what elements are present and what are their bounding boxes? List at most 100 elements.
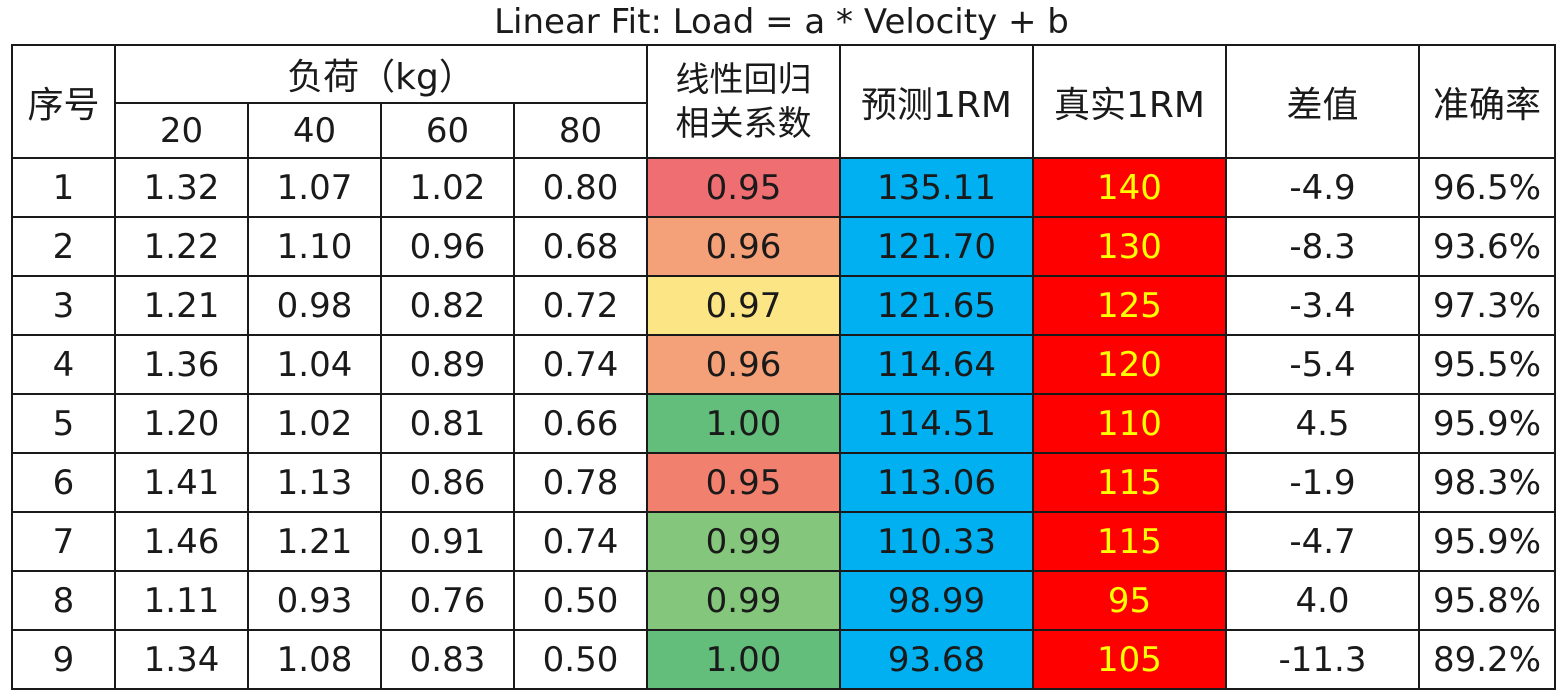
velocity-80-cell: 0.50 [513, 629, 648, 690]
velocity-40-cell: 1.07 [247, 157, 382, 218]
velocity-40-cell: 0.98 [247, 275, 382, 336]
table-row: 9 1.34 1.08 0.83 0.50 1.00 93.68 105 -11.3 89.2% [11, 629, 1556, 690]
table-row: 6 1.41 1.13 0.86 0.78 0.95 113.06 115 -1.9 98.3% [11, 452, 1556, 513]
difference-cell: -1.9 [1225, 452, 1420, 513]
accuracy-cell: 98.3% [1418, 452, 1556, 513]
index-header: 序号 [11, 44, 116, 159]
predicted-1rm-cell: 121.65 [839, 275, 1034, 336]
velocity-80-cell: 0.78 [513, 452, 648, 513]
predicted-1rm-cell: 114.64 [839, 334, 1034, 395]
accuracy-cell: 97.3% [1418, 275, 1556, 336]
table-row: 1 1.32 1.07 1.02 0.80 0.95 135.11 140 -4.9 96.5% [11, 157, 1556, 218]
accuracy-cell: 96.5% [1418, 157, 1556, 218]
correlation-cell: 0.95 [646, 452, 841, 513]
accuracy-cell: 95.9% [1418, 393, 1556, 454]
velocity-20-cell: 1.11 [114, 570, 249, 631]
velocity-80-cell: 0.74 [513, 334, 648, 395]
actual-1rm-cell: 115 [1032, 511, 1227, 572]
velocity-20-cell: 1.46 [114, 511, 249, 572]
velocity-80-cell: 0.72 [513, 275, 648, 336]
actual-1rm-cell: 115 [1032, 452, 1227, 513]
header-row-1: 序号 负荷（kg） 线性回归 相关系数 预测1RM 真实1RM 差值 准确率 [11, 44, 1556, 159]
index-cell: 9 [11, 629, 116, 690]
velocity-40-cell: 1.13 [247, 452, 382, 513]
velocity-60-cell: 0.86 [380, 452, 515, 513]
load-header-60: 60 [380, 102, 515, 159]
accuracy-cell: 93.6% [1418, 216, 1556, 277]
accuracy-header: 准确率 [1418, 44, 1556, 159]
predicted-1rm-cell: 135.11 [839, 157, 1034, 218]
correlation-cell: 0.99 [646, 511, 841, 572]
table-row: 3 1.21 0.98 0.82 0.72 0.97 121.65 125 -3.4 97.3% [11, 275, 1556, 336]
accuracy-cell: 89.2% [1418, 629, 1556, 690]
index-cell: 7 [11, 511, 116, 572]
velocity-60-cell: 1.02 [380, 157, 515, 218]
velocity-20-cell: 1.32 [114, 157, 249, 218]
predicted-1rm-cell: 114.51 [839, 393, 1034, 454]
predicted-1rm-cell: 110.33 [839, 511, 1034, 572]
index-cell: 6 [11, 452, 116, 513]
index-cell: 8 [11, 570, 116, 631]
velocity-60-cell: 0.82 [380, 275, 515, 336]
velocity-80-cell: 0.66 [513, 393, 648, 454]
velocity-40-cell: 1.21 [247, 511, 382, 572]
difference-header: 差值 [1225, 44, 1420, 159]
load-group-header: 负荷（kg） [114, 44, 648, 104]
index-cell: 5 [11, 393, 116, 454]
predicted-1rm-header: 预测1RM [839, 44, 1034, 159]
table-row: 8 1.11 0.93 0.76 0.50 0.99 98.99 95 4.0 95.8% [11, 570, 1556, 631]
accuracy-cell: 95.5% [1418, 334, 1556, 395]
index-cell: 2 [11, 216, 116, 277]
difference-cell: -8.3 [1225, 216, 1420, 277]
velocity-20-cell: 1.20 [114, 393, 249, 454]
index-cell: 1 [11, 157, 116, 218]
table-row: 4 1.36 1.04 0.89 0.74 0.96 114.64 120 -5.4 95.5% [11, 334, 1556, 395]
velocity-60-cell: 0.81 [380, 393, 515, 454]
actual-1rm-cell: 105 [1032, 629, 1227, 690]
velocity-60-cell: 0.96 [380, 216, 515, 277]
actual-1rm-cell: 130 [1032, 216, 1227, 277]
actual-1rm-cell: 110 [1032, 393, 1227, 454]
velocity-80-cell: 0.68 [513, 216, 648, 277]
velocity-60-cell: 0.89 [380, 334, 515, 395]
difference-cell: 4.5 [1225, 393, 1420, 454]
header-row-2: 20 40 60 80 [12, 102, 1555, 159]
velocity-40-cell: 1.10 [247, 216, 382, 277]
correlation-header-line2: 相关系数 [675, 103, 812, 144]
predicted-1rm-cell: 113.06 [839, 452, 1034, 513]
correlation-header-line1: 线性回归 [675, 59, 812, 100]
actual-1rm-cell: 125 [1032, 275, 1227, 336]
velocity-80-cell: 0.74 [513, 511, 648, 572]
table-body: 1 1.32 1.07 1.02 0.80 0.95 135.11 140 -4.9 96.5% 2… [11, 157, 1556, 690]
predicted-1rm-cell: 98.99 [839, 570, 1034, 631]
velocity-20-cell: 1.36 [114, 334, 249, 395]
velocity-20-cell: 1.22 [114, 216, 249, 277]
velocity-40-cell: 1.08 [247, 629, 382, 690]
correlation-cell: 0.95 [646, 157, 841, 218]
velocity-20-cell: 1.21 [114, 275, 249, 336]
velocity-40-cell: 0.93 [247, 570, 382, 631]
difference-cell: -3.4 [1225, 275, 1420, 336]
difference-cell: -4.9 [1225, 157, 1420, 218]
correlation-cell: 1.00 [646, 393, 841, 454]
load-header-40: 40 [247, 102, 382, 159]
velocity-80-cell: 0.50 [513, 570, 648, 631]
index-cell: 3 [11, 275, 116, 336]
correlation-cell: 0.99 [646, 570, 841, 631]
correlation-header: 线性回归 相关系数 [646, 44, 841, 159]
velocity-60-cell: 0.76 [380, 570, 515, 631]
table-title: Linear Fit: Load = a * Velocity + b [494, 2, 1069, 42]
accuracy-cell: 95.9% [1418, 511, 1556, 572]
actual-1rm-cell: 95 [1032, 570, 1227, 631]
correlation-cell: 0.96 [646, 216, 841, 277]
correlation-cell: 1.00 [646, 629, 841, 690]
table-row: 5 1.20 1.02 0.81 0.66 1.00 114.51 110 4.5 95.9% [11, 393, 1556, 454]
actual-1rm-cell: 120 [1032, 334, 1227, 395]
velocity-40-cell: 1.04 [247, 334, 382, 395]
correlation-cell: 0.96 [646, 334, 841, 395]
velocity-20-cell: 1.41 [114, 452, 249, 513]
difference-cell: -4.7 [1225, 511, 1420, 572]
velocity-60-cell: 0.83 [380, 629, 515, 690]
velocity-40-cell: 1.02 [247, 393, 382, 454]
difference-cell: 4.0 [1225, 570, 1420, 631]
